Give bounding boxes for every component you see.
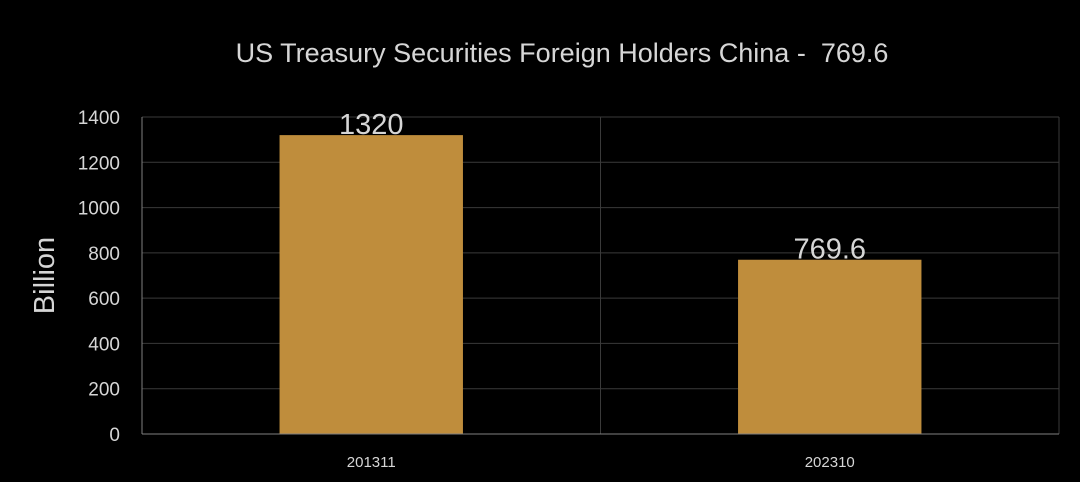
bar-202310: [738, 259, 922, 434]
y-tick-label: 800: [88, 244, 120, 265]
y-tick-label: 1400: [78, 108, 120, 129]
axes: 0 200 400 600 800 1000 1200 1400 201311 202310: [78, 108, 1059, 471]
bar-201311: [279, 135, 463, 434]
y-tick-label: 400: [88, 334, 120, 355]
y-axis-label: Billion: [29, 237, 61, 314]
y-tick-label: 1200: [78, 153, 120, 174]
x-tick-label: 201311: [347, 454, 396, 471]
y-tick-label: 600: [88, 289, 120, 310]
data-label: 769.6: [793, 234, 866, 266]
y-tick-label: 1000: [78, 199, 120, 220]
x-tick-label: 202310: [805, 454, 855, 471]
y-tick-label: 200: [88, 380, 120, 401]
data-label: 1320: [339, 109, 404, 141]
y-tick-label: 0: [109, 425, 120, 446]
labels: 1320 769.6 Billion: [29, 109, 866, 314]
bars: [279, 135, 922, 434]
chart-title: US Treasury Securities Foreign Holders C…: [235, 38, 889, 68]
